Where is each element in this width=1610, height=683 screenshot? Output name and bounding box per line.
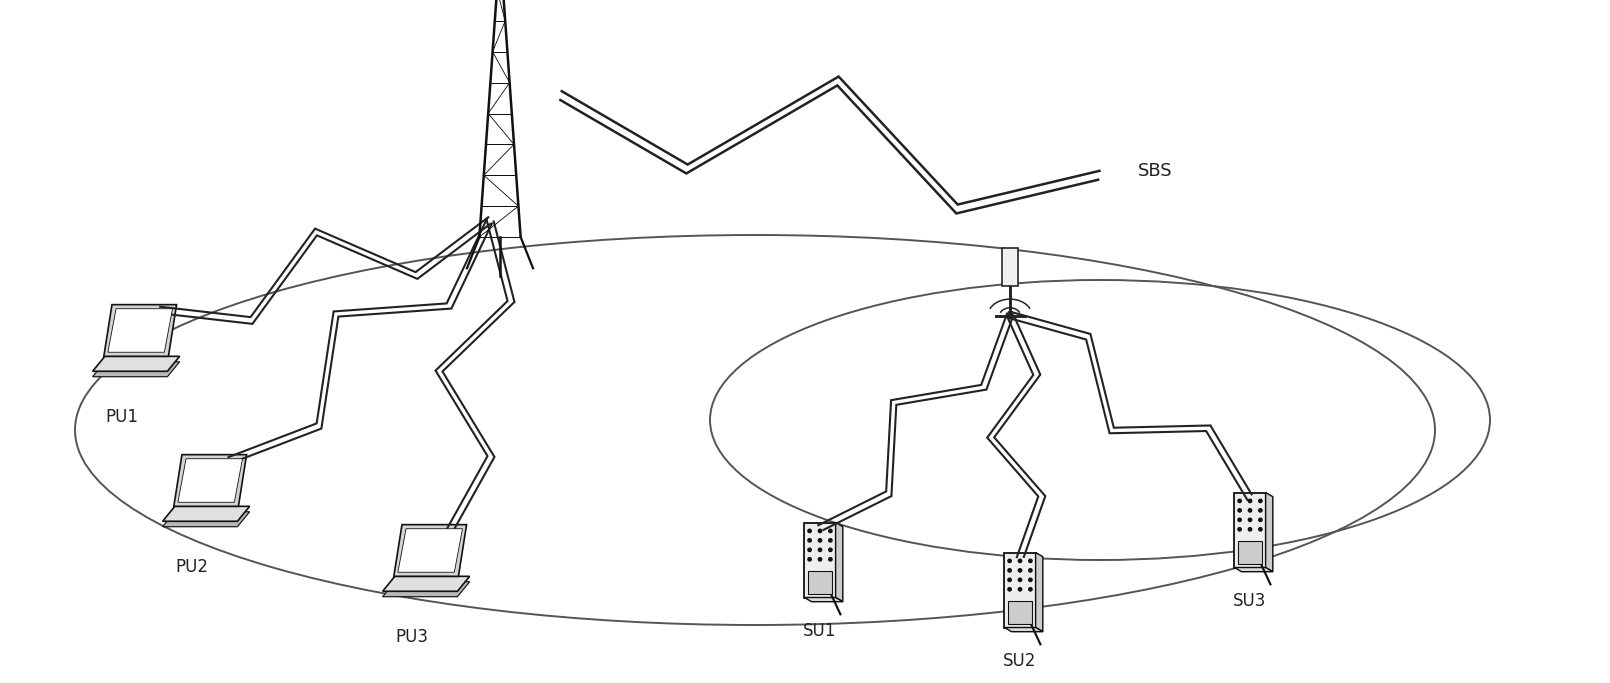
Circle shape — [1029, 559, 1032, 563]
Text: PU3: PU3 — [396, 628, 428, 646]
Circle shape — [1248, 499, 1251, 503]
Circle shape — [1018, 569, 1022, 572]
Circle shape — [829, 529, 832, 533]
Polygon shape — [174, 455, 246, 506]
Text: PU1: PU1 — [106, 408, 138, 426]
Circle shape — [1259, 528, 1262, 531]
Circle shape — [1018, 587, 1022, 591]
Polygon shape — [93, 362, 180, 377]
Circle shape — [1008, 579, 1011, 581]
Polygon shape — [108, 309, 172, 352]
Circle shape — [1008, 559, 1011, 563]
Circle shape — [1029, 579, 1032, 581]
Polygon shape — [805, 598, 842, 602]
Polygon shape — [398, 529, 462, 572]
Circle shape — [829, 548, 832, 552]
Polygon shape — [383, 576, 470, 591]
Polygon shape — [383, 582, 470, 597]
Polygon shape — [1005, 553, 1035, 628]
Circle shape — [808, 539, 811, 542]
Circle shape — [1238, 509, 1241, 512]
Circle shape — [818, 529, 821, 533]
Circle shape — [829, 539, 832, 542]
Polygon shape — [805, 522, 836, 598]
Polygon shape — [1238, 540, 1262, 563]
Polygon shape — [177, 459, 243, 502]
Polygon shape — [1235, 492, 1265, 568]
Circle shape — [1238, 528, 1241, 531]
Text: SBS: SBS — [1138, 162, 1172, 180]
Text: SU3: SU3 — [1233, 592, 1267, 610]
Polygon shape — [1265, 492, 1274, 572]
Polygon shape — [808, 570, 832, 594]
Circle shape — [818, 539, 821, 542]
Circle shape — [1259, 499, 1262, 503]
Polygon shape — [1008, 600, 1032, 624]
Circle shape — [818, 548, 821, 552]
Circle shape — [808, 529, 811, 533]
Circle shape — [1008, 569, 1011, 572]
Circle shape — [808, 557, 811, 561]
Circle shape — [1029, 569, 1032, 572]
Polygon shape — [93, 357, 180, 372]
Circle shape — [1018, 559, 1022, 563]
Polygon shape — [836, 522, 842, 602]
Text: SU1: SU1 — [803, 622, 837, 640]
Circle shape — [808, 548, 811, 552]
Circle shape — [1248, 528, 1251, 531]
Circle shape — [1029, 587, 1032, 591]
Circle shape — [1248, 509, 1251, 512]
Circle shape — [829, 557, 832, 561]
Circle shape — [1018, 579, 1022, 581]
Circle shape — [1248, 518, 1251, 522]
Text: SU2: SU2 — [1003, 652, 1037, 670]
Polygon shape — [1035, 553, 1043, 632]
Circle shape — [1008, 587, 1011, 591]
Circle shape — [1238, 518, 1241, 522]
Polygon shape — [1235, 568, 1274, 572]
Polygon shape — [163, 512, 250, 527]
Polygon shape — [103, 305, 177, 357]
Text: PU2: PU2 — [175, 558, 209, 576]
Polygon shape — [394, 525, 467, 576]
Polygon shape — [163, 506, 250, 521]
Polygon shape — [1005, 628, 1043, 632]
Circle shape — [1259, 509, 1262, 512]
Circle shape — [1259, 518, 1262, 522]
Circle shape — [1238, 499, 1241, 503]
Circle shape — [818, 557, 821, 561]
Polygon shape — [1001, 248, 1018, 285]
